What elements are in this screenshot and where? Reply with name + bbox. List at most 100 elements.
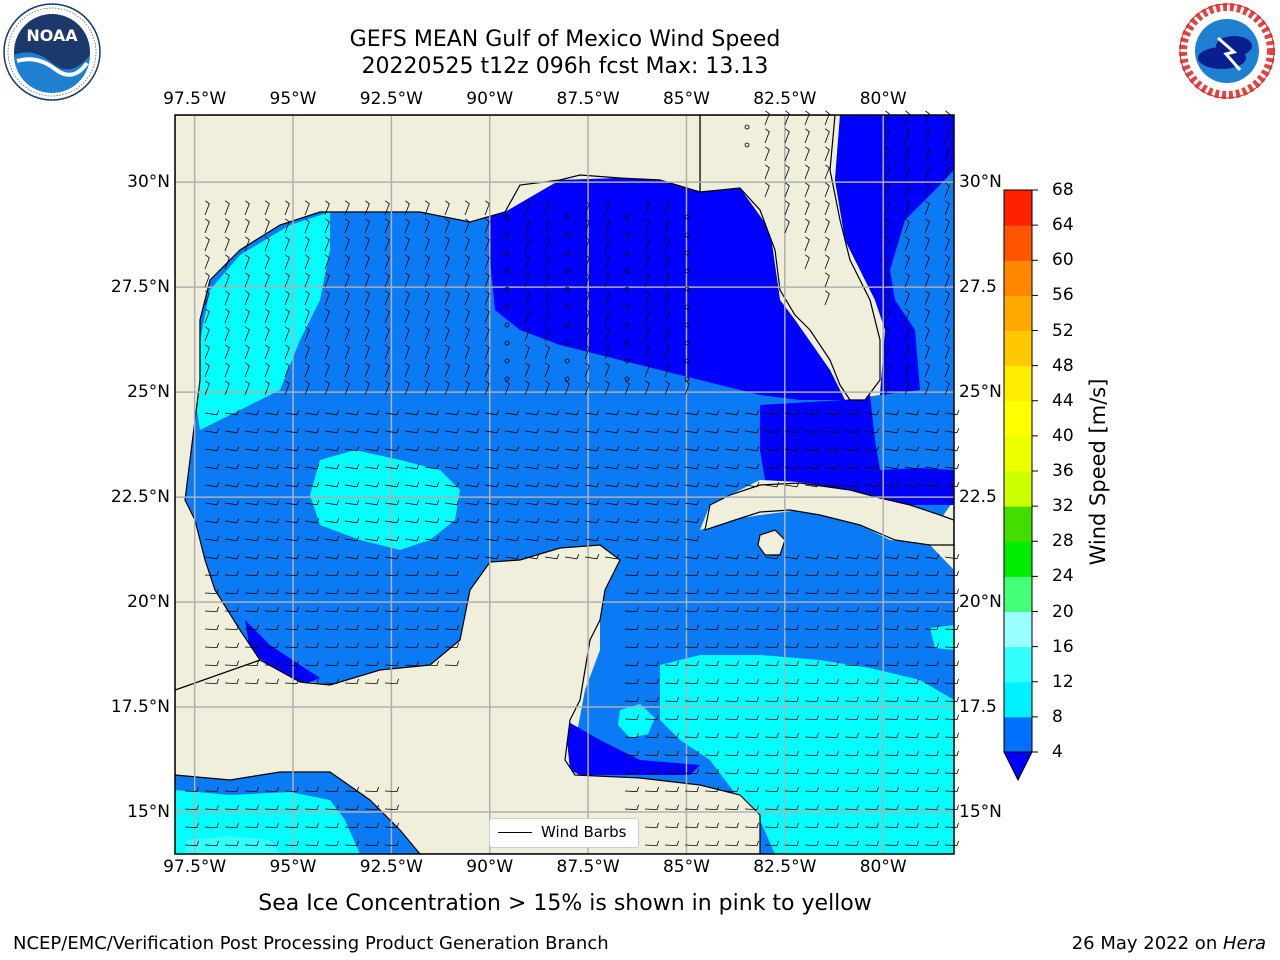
barb [624, 500, 640, 506]
barb [664, 840, 679, 847]
barb [924, 146, 930, 162]
barb [284, 678, 299, 685]
barb [644, 570, 659, 577]
barb [664, 696, 679, 703]
barb [924, 554, 940, 560]
barb [924, 236, 930, 252]
barb [364, 570, 379, 577]
barb [304, 588, 319, 595]
barb [384, 308, 390, 324]
barb [604, 500, 620, 506]
barb [904, 428, 920, 434]
barb [784, 410, 800, 416]
barb [664, 642, 679, 649]
barb [664, 344, 670, 360]
barb [224, 326, 230, 342]
barb [624, 554, 640, 560]
barb [764, 554, 780, 560]
barb [324, 428, 340, 434]
barb [404, 464, 420, 470]
barb [804, 642, 819, 649]
barb [444, 254, 450, 270]
barb [924, 660, 939, 667]
barb [864, 768, 879, 775]
barb [264, 200, 270, 216]
barb [844, 696, 859, 703]
lat-label-left: 22.5°N [110, 487, 170, 508]
barb [924, 182, 930, 198]
barb [744, 714, 759, 721]
barb [404, 570, 419, 577]
barb [844, 554, 860, 560]
calm-circle [684, 286, 690, 292]
barb [744, 410, 760, 416]
calm-circle [564, 250, 570, 256]
barb [404, 536, 420, 542]
barb [804, 554, 820, 560]
barb [544, 362, 550, 378]
barb [224, 272, 230, 288]
barb [844, 588, 859, 595]
barb [384, 678, 399, 685]
barb [684, 678, 699, 685]
calm-circle [564, 286, 570, 292]
barb [324, 254, 330, 270]
barb [684, 732, 699, 739]
barb [764, 482, 780, 488]
barb [904, 768, 919, 775]
barb [864, 642, 879, 649]
calm-circle [624, 304, 630, 310]
barb [584, 554, 600, 560]
calm-circle [504, 322, 510, 328]
barb [524, 380, 530, 396]
barb [904, 218, 910, 234]
barb [664, 464, 680, 470]
barb [644, 822, 659, 829]
barb [884, 696, 899, 703]
barb [464, 272, 470, 288]
barb [624, 624, 639, 631]
barb [684, 570, 699, 577]
barb [944, 272, 950, 288]
barb [264, 588, 279, 595]
barb [544, 380, 550, 396]
barb [504, 536, 520, 542]
barb [604, 308, 610, 324]
barb [884, 822, 899, 829]
barb [824, 446, 840, 452]
barb [924, 326, 930, 342]
barb [944, 554, 960, 560]
barb [344, 536, 360, 542]
barb [644, 696, 659, 703]
barb [384, 200, 390, 216]
barb [904, 624, 919, 631]
barb [324, 804, 339, 811]
footer-date-text: 26 May 2022 on [1071, 933, 1223, 954]
barb [384, 536, 400, 542]
barb [604, 410, 620, 416]
barb [284, 786, 299, 793]
barb [904, 380, 910, 396]
calm-circle [504, 304, 510, 310]
barb [664, 570, 679, 577]
calm-circle [684, 376, 690, 382]
barb [944, 446, 960, 452]
barb [304, 344, 310, 360]
barb [464, 536, 480, 542]
barb [684, 624, 699, 631]
barb [204, 518, 220, 524]
barb [684, 554, 700, 560]
barb [684, 750, 699, 757]
barb [924, 696, 939, 703]
barb [664, 750, 679, 757]
barb [624, 446, 640, 452]
barb [884, 380, 890, 396]
colorbar-tick-label: 32 [1052, 496, 1074, 517]
barb [744, 768, 759, 775]
barb [324, 606, 339, 613]
barb [644, 732, 659, 739]
barb [384, 570, 399, 577]
barb [244, 536, 260, 542]
barb [884, 308, 890, 324]
barb [864, 570, 879, 577]
